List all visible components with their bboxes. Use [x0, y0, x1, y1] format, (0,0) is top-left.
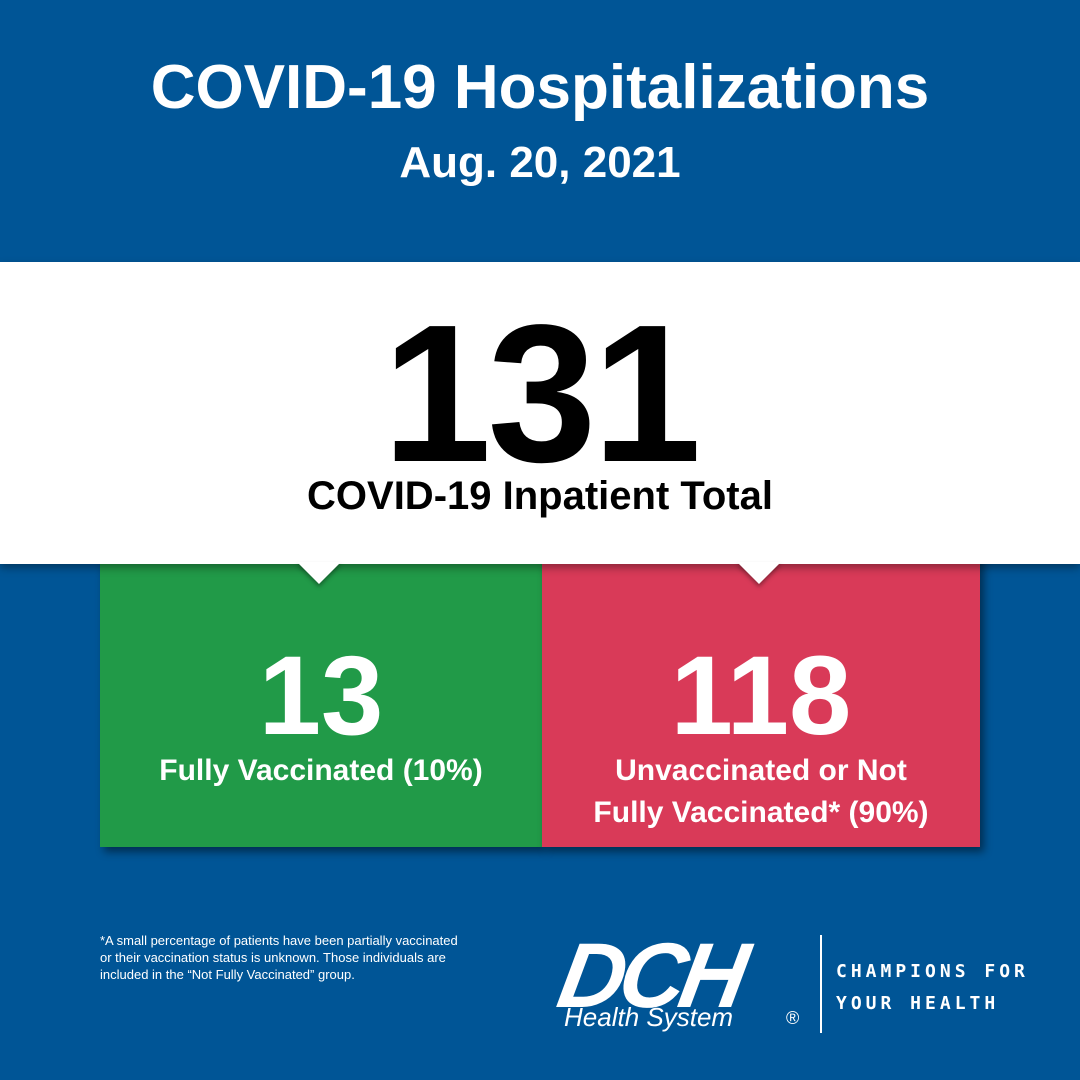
fully-vaccinated-value: 13 — [258, 633, 384, 758]
unvaccinated-label: Unvaccinated or Not Fully Vaccinated* (9… — [542, 750, 980, 834]
unvaccinated-label-line1: Unvaccinated or Not — [615, 754, 907, 787]
pointer-unvaccinated — [737, 562, 781, 584]
report-date: Aug. 20, 2021 — [399, 138, 681, 187]
unvaccinated-value: 118 — [670, 633, 852, 758]
logo-divider — [820, 935, 822, 1033]
fully-vaccinated-label: Fully Vaccinated (10%) — [159, 754, 483, 787]
pointer-vaccinated — [297, 562, 341, 584]
tagline-line1: CHAMPIONS FOR — [836, 961, 1029, 982]
tagline-line2: YOUR HEALTH — [836, 993, 1000, 1014]
footnote-line2: or their vaccination status is unknown. … — [100, 950, 446, 965]
dch-logo: DCH Health System ® — [551, 925, 810, 1034]
logo-subtitle: Health System — [564, 1002, 734, 1032]
inpatient-total-label: COVID-19 Inpatient Total — [307, 474, 773, 518]
total-panel — [0, 262, 1080, 564]
inpatient-total-value: 131 — [382, 284, 701, 503]
footnote-line1: *A small percentage of patients have bee… — [100, 933, 458, 948]
page-title: COVID-19 Hospitalizations — [150, 53, 930, 122]
footnote: *A small percentage of patients have bee… — [100, 932, 500, 983]
footnote-line3: included in the “Not Fully Vaccinated” g… — [100, 967, 355, 982]
unvaccinated-label-line2: Fully Vaccinated* (90%) — [593, 796, 929, 829]
tagline: CHAMPIONS FOR YOUR HEALTH — [836, 956, 1029, 1020]
registered-mark: ® — [786, 1008, 800, 1028]
